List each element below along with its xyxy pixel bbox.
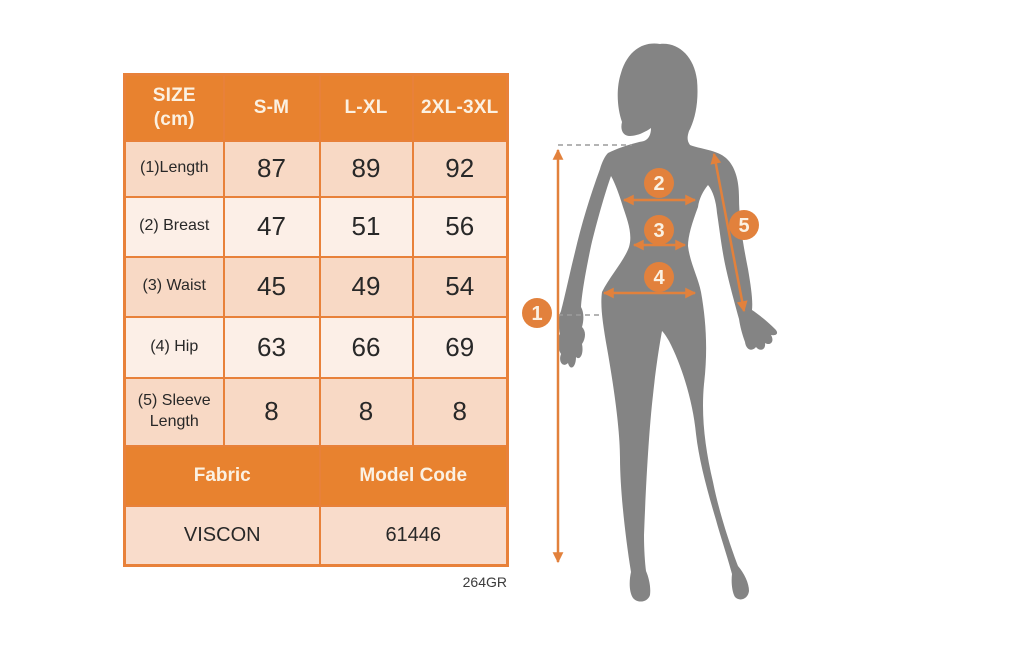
measure-marker-breast: 2	[622, 168, 697, 206]
sleeve-sm: 8	[222, 376, 321, 447]
hip-badge	[644, 262, 674, 292]
fabric-value: VISCON	[123, 504, 321, 567]
waist-2xl3xl: 54	[411, 255, 509, 318]
measurement-figure: 1 2 3 4 5	[522, 43, 778, 602]
waist-lxl: 49	[318, 255, 414, 318]
row-label-sleeve: (5) Sleeve Length	[123, 376, 225, 447]
sleeve-arrow	[710, 152, 748, 313]
model-code-header: Model Code	[318, 444, 509, 507]
waist-badge	[644, 215, 674, 245]
measure-marker-length: 1	[522, 148, 564, 564]
column-header-2xl3xl: 2XL-3XL	[411, 73, 509, 142]
sleeve-badge-number: 5	[738, 215, 749, 237]
table-row-breast: (2) Breast 47 51 56	[123, 195, 509, 258]
waist-badge-number: 3	[653, 220, 664, 242]
breast-lxl: 51	[318, 195, 414, 258]
size-chart-section: SIZE (cm) S-M L-XL 2XL-3XL (1)Length 87 …	[123, 73, 509, 590]
row-label-hip: (4) Hip	[123, 315, 225, 379]
column-header-sm: S-M	[222, 73, 321, 142]
fabric-values-row: VISCON 61446	[123, 504, 509, 567]
row-label-waist: (3) Waist	[123, 255, 225, 318]
breast-2xl3xl: 56	[411, 195, 509, 258]
model-code-value: 61446	[318, 504, 509, 567]
measure-marker-hip: 4	[602, 262, 697, 299]
table-row-hip: (4) Hip 63 66 69	[123, 315, 509, 379]
measure-marker-sleeve: 5	[710, 152, 759, 313]
sleeve-2xl3xl: 8	[411, 376, 509, 447]
hip-lxl: 66	[318, 315, 414, 379]
hip-badge-number: 4	[653, 267, 665, 289]
length-badge	[522, 298, 552, 328]
row-label-length: (1)Length	[123, 139, 225, 198]
breast-badge	[644, 168, 674, 198]
size-unit-header: SIZE (cm)	[123, 73, 225, 142]
waist-sm: 45	[222, 255, 321, 318]
length-2xl3xl: 92	[411, 139, 509, 198]
breast-sm: 47	[222, 195, 321, 258]
fabric-header: Fabric	[123, 444, 321, 507]
column-header-lxl: L-XL	[318, 73, 414, 142]
hip-2xl3xl: 69	[411, 315, 509, 379]
measure-marker-waist: 3	[632, 215, 687, 251]
row-label-breast: (2) Breast	[123, 195, 225, 258]
length-lxl: 89	[318, 139, 414, 198]
hip-sm: 63	[222, 315, 321, 379]
length-badge-number: 1	[531, 303, 542, 325]
sleeve-badge	[729, 210, 759, 240]
sleeve-lxl: 8	[318, 376, 414, 447]
table-row-waist: (3) Waist 45 49 54	[123, 255, 509, 318]
fabric-header-row: Fabric Model Code	[123, 444, 509, 507]
size-unit-label: SIZE (cm)	[152, 85, 196, 130]
size-chart-table: SIZE (cm) S-M L-XL 2XL-3XL (1)Length 87 …	[123, 73, 509, 567]
table-header-row: SIZE (cm) S-M L-XL 2XL-3XL	[123, 73, 509, 142]
product-code-footnote: 264GR	[462, 574, 507, 590]
woman-silhouette	[557, 43, 778, 602]
breast-badge-number: 2	[653, 173, 664, 195]
table-row-sleeve: (5) Sleeve Length 8 8 8	[123, 376, 509, 447]
table-row-length: (1)Length 87 89 92	[123, 139, 509, 198]
length-sm: 87	[222, 139, 321, 198]
